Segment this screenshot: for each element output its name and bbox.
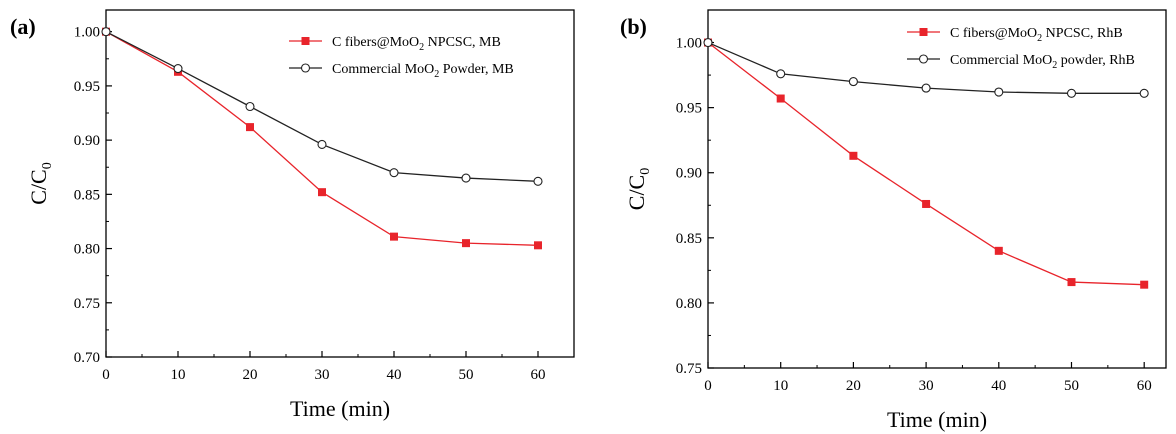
data-point-circle [994,87,1004,97]
x-tick-label: 50 [1064,378,1079,394]
data-point-circle [461,173,471,183]
x-tick-label: 40 [387,367,402,383]
data-point-square [1140,280,1149,289]
legend-label: C fibers@MoO2 NPCSC, MB [332,35,501,53]
chart-panel-b: (b) 0 10 20 30 40 50 60 0.75 0.80 0.85 0.90 0.95 1.00… [620,9,1167,432]
panel-label: (a) [10,14,36,39]
data-point-circle [921,83,931,93]
y-tick-label: 0.90 [676,166,702,182]
x-tick-label: 0 [102,367,110,383]
data-point-square [849,151,858,160]
legend-marker-square [301,37,310,45]
x-tick-label: 30 [919,378,934,394]
x-tick-label: 30 [315,367,330,383]
y-axis-title: C/C0 [624,168,653,210]
y-tick-label: 0.95 [676,101,702,117]
data-point-square [462,239,470,248]
y-tick-label: 0.90 [74,133,100,149]
data-point-circle [1066,88,1077,98]
y-tick-label: 0.85 [676,231,702,247]
legend-item: C fibers@MoO2 NPCSC, MB [289,35,501,53]
y-tick-label: 1.00 [74,25,100,41]
x-tick-label: 10 [171,367,186,383]
data-point-square [390,232,398,241]
legend-marker-circle [918,54,929,64]
x-tick-label: 20 [846,378,861,394]
data-point-circle [317,139,327,150]
data-point-square [318,188,326,197]
data-point-square [534,241,542,250]
y-axis-title: C/C0 [26,162,55,204]
legend-marker-circle [300,63,311,73]
x-tick-label: 20 [243,367,258,383]
x-tick-label: 60 [1137,378,1152,394]
y-tick-label: 0.85 [74,187,100,203]
legend-label: C fibers@MoO2 NPCSC, RhB [950,26,1123,44]
data-point-square [1067,278,1076,287]
data-point-circle [101,27,111,37]
legend-label: Commercial MoO2 Powder, MB [332,62,514,80]
data-point-circle [245,101,255,112]
x-axis-title: Time (min) [887,407,987,432]
data-point-square [994,246,1003,255]
panel-label: (b) [620,14,647,39]
series-line [707,42,1145,286]
legend-item: C fibers@MoO2 NPCSC, RhB [907,26,1123,44]
x-tick-label: 10 [773,378,788,394]
x-tick-label: 0 [704,378,712,394]
x-tick-label: 60 [531,367,546,383]
x-tick-label: 40 [991,378,1006,394]
data-point-circle [1139,88,1149,98]
data-point-circle [533,176,543,186]
y-tick-label: 0.70 [74,350,100,366]
y-tick-label: 0.95 [74,79,100,95]
legend-item: Commercial MoO2 Powder, MB [289,62,514,80]
data-point-circle [389,168,399,178]
legend-label: Commercial MoO2 powder, RhB [950,53,1135,71]
y-tick-label: 0.75 [676,361,702,377]
x-tick-label: 50 [459,367,474,383]
data-point-square [776,94,785,103]
y-tick-label: 0.80 [74,242,100,258]
y-tick-label: 0.75 [74,296,100,312]
data-point-circle [848,77,858,87]
chart-panel-a: (a) 0 10 20 30 40 50 60 0.70 0.75 0.80 0.85 0.90 0.95… [10,9,575,421]
y-tick-label: 0.80 [676,296,702,312]
legend-item: Commercial MoO2 powder, RhB [907,53,1135,71]
plot-frame [707,9,1167,369]
data-point-circle [776,69,786,79]
plot-frame [105,9,575,358]
y-tick-label: 1.00 [676,36,702,52]
legend-marker-square [919,28,928,36]
x-axis-title: Time (min) [290,396,390,421]
series-line [105,31,539,182]
data-point-square [246,123,254,132]
data-point-circle [173,64,183,74]
data-point-circle [703,37,713,48]
data-point-square [922,199,931,208]
